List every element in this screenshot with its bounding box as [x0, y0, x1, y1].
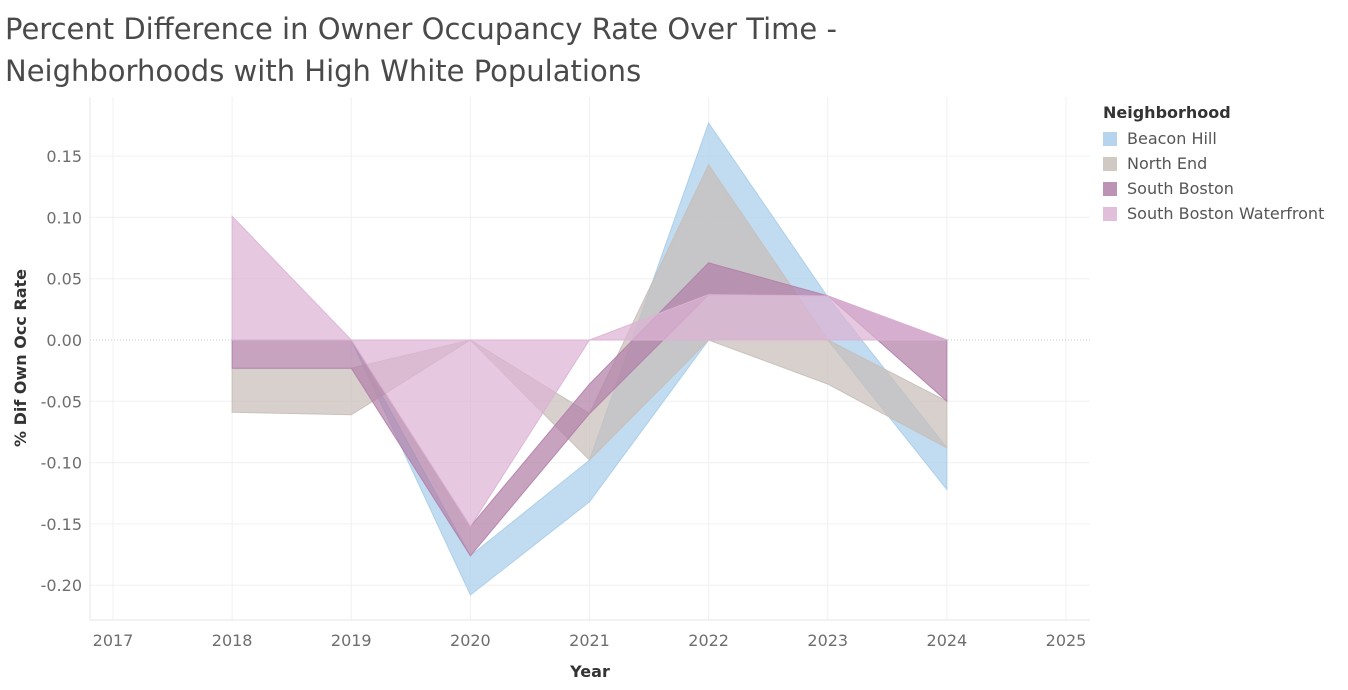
x-axis-title: Year	[569, 662, 610, 681]
x-tick-label: 2024	[927, 631, 968, 650]
x-tick-label: 2018	[212, 631, 253, 650]
legend-label: Beacon Hill	[1127, 129, 1217, 148]
y-tick-label: 0.10	[46, 208, 82, 227]
x-tick-label: 2023	[807, 631, 848, 650]
x-tick-label: 2022	[688, 631, 729, 650]
legend-label: North End	[1127, 154, 1208, 173]
x-tick-label: 2019	[331, 631, 372, 650]
y-tick-label: 0.15	[46, 147, 82, 166]
y-tick-label: -0.10	[41, 454, 82, 473]
band-south-boston	[231, 262, 948, 557]
legend-label: South Boston Waterfront	[1127, 204, 1325, 223]
legend-item[interactable]: North End	[1103, 151, 1348, 176]
y-tick-label: -0.05	[41, 392, 82, 411]
legend-swatch	[1103, 206, 1117, 221]
legend-item[interactable]: South Boston	[1103, 176, 1348, 201]
x-tick-label: 2021	[569, 631, 610, 650]
legend-item[interactable]: Beacon Hill	[1103, 126, 1348, 151]
y-tick-label: 0.05	[46, 270, 82, 289]
legend-swatch	[1103, 131, 1117, 146]
legend-title: Neighborhood	[1103, 103, 1231, 122]
band-south-boston-waterfront	[231, 214, 948, 528]
legend-swatch	[1103, 156, 1117, 171]
y-tick-label: -0.15	[41, 515, 82, 534]
x-tick-label: 2020	[450, 631, 491, 650]
y-tick-label: -0.20	[41, 576, 82, 595]
y-axis-title: % Dif Own Occ Rate	[11, 269, 30, 447]
x-tick-label: 2025	[1046, 631, 1087, 650]
legend-label: South Boston	[1127, 179, 1234, 198]
legend-item[interactable]: South Boston Waterfront	[1103, 201, 1348, 226]
legend-swatch	[1103, 181, 1117, 196]
x-tick-label: 2017	[93, 631, 134, 650]
legend: Neighborhood Beacon Hill North End South B…	[1103, 103, 1348, 226]
chart-title: Percent Difference in Owner Occupancy Ra…	[5, 12, 837, 88]
y-tick-label: 0.00	[46, 331, 82, 350]
